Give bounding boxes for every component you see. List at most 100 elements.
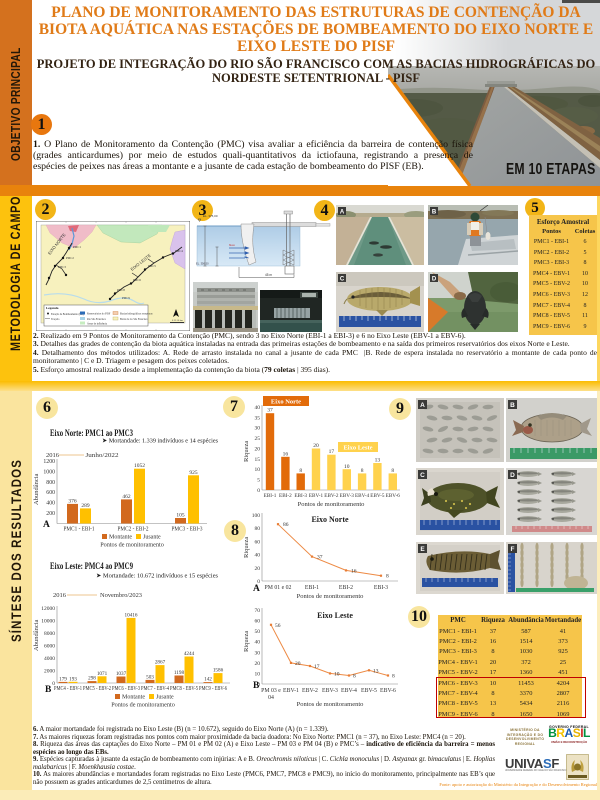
svg-text:B: B [432, 210, 437, 216]
svg-text:Pontos de monitoramento: Pontos de monitoramento [297, 701, 364, 708]
svg-text:Eixo Norte: Eixo Norte [311, 515, 349, 524]
svg-text:EBI-1: EBI-1 [305, 585, 319, 591]
svg-text:Pontos de monitoramento: Pontos de monitoramento [297, 593, 364, 600]
svg-text:16: 16 [351, 568, 357, 574]
svg-text:Riqueza: Riqueza [243, 537, 250, 558]
svg-text:PMC3: PMC3 [58, 265, 66, 269]
svg-text:35: 35 [255, 415, 261, 421]
svg-text:40: 40 [255, 640, 261, 646]
svg-text:PMC1 - EBI-1: PMC1 - EBI-1 [64, 527, 95, 533]
svg-text:A: A [340, 210, 345, 216]
svg-text:20: 20 [313, 443, 319, 449]
svg-text:16: 16 [283, 451, 289, 457]
svg-text:10: 10 [255, 671, 261, 677]
svg-text:10416: 10416 [125, 612, 138, 618]
svg-text:600: 600 [46, 490, 55, 496]
svg-text:Abundância: Abundância [33, 473, 40, 505]
svg-text:EBI-2: EBI-2 [279, 493, 292, 499]
svg-text:A: A [43, 520, 50, 530]
svg-text:EBV-1: EBV-1 [309, 493, 324, 499]
svg-text:EBI-2: EBI-2 [339, 585, 353, 591]
svg-text:PMC4 - EBV-1: PMC4 - EBV-1 [54, 686, 82, 692]
svg-text:Bacias hidrográficas receptora: Bacias hidrográficas receptoras [120, 313, 153, 316]
svg-text:Estação de Bombeamento (EB): Estação de Bombeamento (EB) [51, 313, 84, 316]
svg-text:EBV-6: EBV-6 [380, 688, 396, 694]
svg-text:C: C [420, 472, 425, 479]
svg-text:EBV-3: EBV-3 [340, 493, 355, 499]
svg-text:D: D [510, 472, 515, 479]
svg-text:Legenda: Legenda [46, 306, 59, 310]
svg-text:A: A [253, 584, 260, 594]
svg-text:PMC9 - EBV-6: PMC9 - EBV-6 [199, 686, 227, 692]
svg-text:142: 142 [204, 677, 212, 683]
svg-text:B: B [510, 402, 515, 409]
svg-text:37: 37 [267, 408, 273, 414]
svg-text:179: 179 [59, 676, 67, 682]
svg-text:298: 298 [88, 676, 96, 682]
svg-text:1071: 1071 [97, 671, 108, 677]
svg-text:Novembro/2023: Novembro/2023 [100, 592, 142, 599]
svg-text:503: 503 [146, 674, 154, 680]
svg-text:289: 289 [81, 503, 90, 509]
svg-text:1586: 1586 [213, 668, 224, 674]
svg-text:EBV-3: EBV-3 [322, 688, 338, 694]
svg-text:Reservatórios do PISF: Reservatórios do PISF [87, 313, 111, 316]
svg-text:PMC5: PMC5 [148, 264, 156, 268]
svg-text:EBV-4: EBV-4 [341, 688, 357, 694]
svg-text:376: 376 [68, 498, 77, 504]
svg-text:4000: 4000 [44, 656, 55, 662]
svg-text:0 25 50 km: 0 25 50 km [172, 319, 183, 322]
svg-text:➤ Mortandade: 10.672 indivídu: ➤ Mortandade: 10.672 indivíduos e 15 esp… [96, 573, 218, 580]
svg-text:193: 193 [69, 676, 77, 682]
svg-text:A: A [420, 402, 425, 409]
svg-text:2000: 2000 [44, 669, 55, 675]
svg-text:2016: 2016 [46, 452, 60, 459]
svg-text:PMC6 - EBV-3: PMC6 - EBV-3 [112, 686, 140, 692]
svg-text:1000: 1000 [43, 469, 55, 475]
svg-text:5: 5 [257, 478, 260, 484]
svg-text:PMC8 - EBV-5: PMC8 - EBV-5 [170, 686, 198, 692]
svg-text:04: 04 [268, 695, 274, 701]
svg-text:EBV-2: EBV-2 [302, 688, 318, 694]
svg-text:8: 8 [353, 674, 356, 680]
svg-text:Pontos de monitoramento: Pontos de monitoramento [298, 501, 365, 508]
svg-text:200: 200 [46, 511, 55, 517]
svg-text:Montante: Montante [109, 535, 132, 541]
svg-text:17: 17 [314, 664, 320, 670]
svg-text:EBV-5: EBV-5 [370, 493, 385, 499]
svg-text:E: E [420, 546, 425, 553]
svg-text:PMC6: PMC6 [133, 278, 141, 282]
svg-text:70: 70 [255, 608, 261, 614]
svg-text:EBI-3: EBI-3 [374, 585, 388, 591]
svg-text:➤ Mortandade: 1.339 indivíduo: ➤ Mortandade: 1.339 indivíduos e 14 espé… [102, 438, 218, 445]
svg-text:Pontos de monitoramento: Pontos de monitoramento [111, 702, 175, 709]
svg-text:F: F [511, 546, 515, 553]
svg-text:EL. 356,50: EL. 356,50 [196, 262, 209, 266]
svg-text:20: 20 [255, 661, 261, 667]
svg-text:EBI-1: EBI-1 [264, 493, 277, 499]
svg-text:PMC2 - EBI-2: PMC2 - EBI-2 [118, 527, 149, 533]
svg-text:40: 40 [255, 553, 261, 559]
svg-text:2016: 2016 [53, 592, 67, 599]
svg-text:Eixo Leste: PMC4 ao PMC9: Eixo Leste: PMC4 ao PMC9 [50, 562, 133, 572]
svg-text:925: 925 [189, 470, 198, 476]
svg-text:1037: 1037 [116, 671, 127, 677]
svg-text:8: 8 [392, 674, 395, 680]
svg-text:1198: 1198 [174, 670, 185, 676]
svg-text:13: 13 [373, 668, 379, 674]
svg-text:8: 8 [391, 468, 394, 474]
svg-text:105: 105 [176, 513, 185, 519]
svg-text:100: 100 [252, 513, 261, 519]
svg-text:8: 8 [386, 574, 389, 580]
svg-text:56: 56 [275, 623, 281, 629]
svg-text:15: 15 [255, 457, 261, 463]
svg-text:10: 10 [344, 464, 350, 470]
svg-text:45 m: 45 m [265, 273, 272, 277]
svg-text:8000: 8000 [44, 631, 55, 637]
svg-text:17: 17 [329, 449, 335, 455]
svg-text:PMC8: PMC8 [117, 288, 125, 292]
svg-text:Áreas de influência: Áreas de influência [87, 323, 108, 326]
svg-text:Jusante: Jusante [143, 535, 161, 541]
svg-text:86: 86 [283, 522, 289, 528]
svg-text:1052: 1052 [134, 463, 145, 469]
